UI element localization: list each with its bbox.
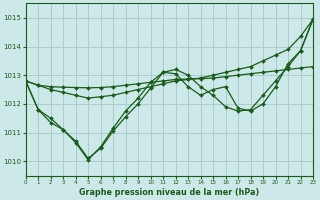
X-axis label: Graphe pression niveau de la mer (hPa): Graphe pression niveau de la mer (hPa) [79,188,260,197]
